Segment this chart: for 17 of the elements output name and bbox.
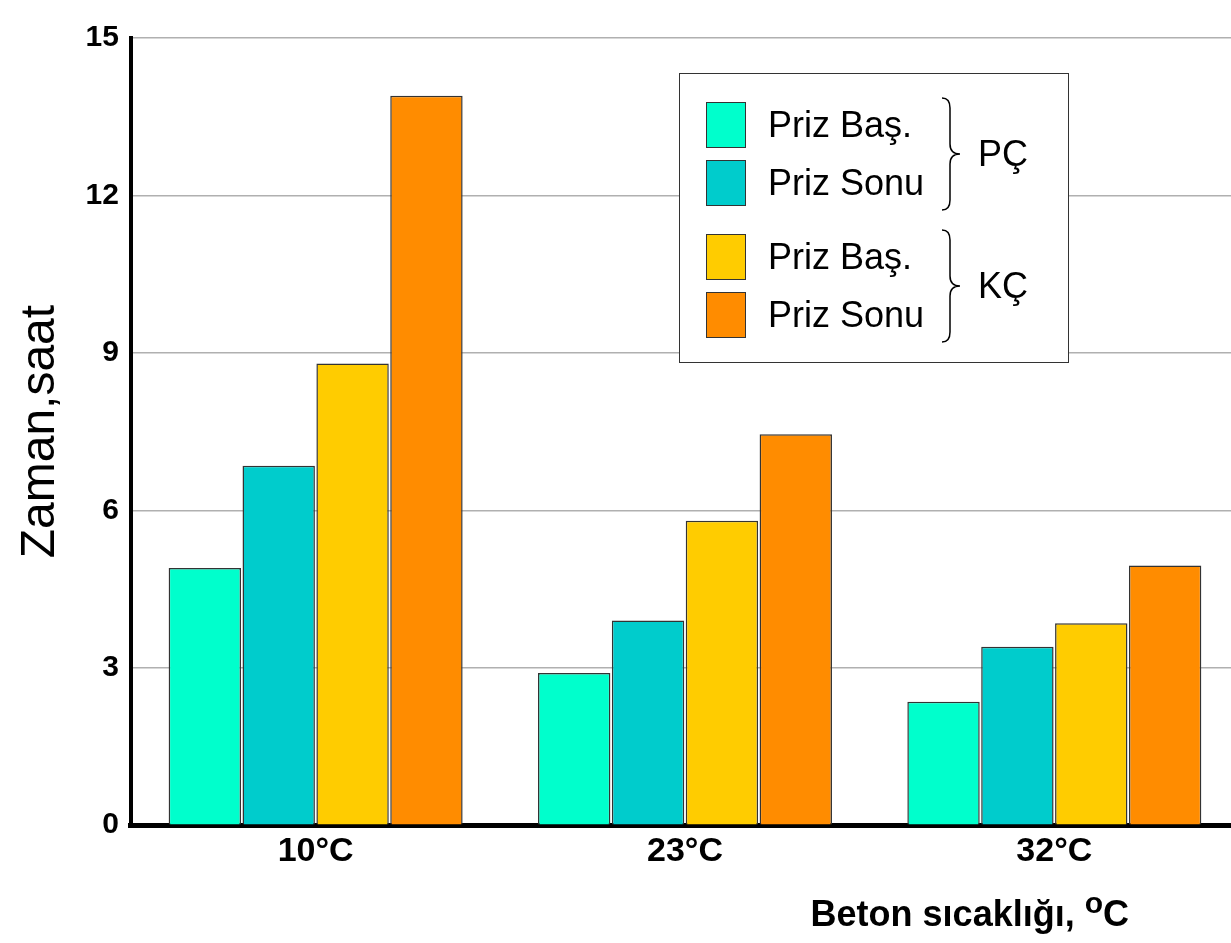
y-tick-label: 0 (102, 806, 119, 840)
legend-label: Priz Baş. (767, 236, 912, 278)
legend-label: Priz Sonu (767, 294, 924, 336)
x-tick-label: 10°C (277, 829, 354, 868)
y-tick-label: 6 (102, 491, 119, 525)
x-tick-label: 32°C (1016, 829, 1093, 868)
annotation: KÇ (977, 265, 1028, 307)
y-tick-label: 15 (85, 19, 119, 53)
x-axis-title: Beton sıcaklığı, $^{o}$C (809, 886, 1130, 935)
y-tick-label: 3 (102, 649, 119, 683)
y-axis-title: Zaman,saat (11, 304, 65, 559)
x-tick-label: 23°C (647, 829, 723, 868)
y-tick-label: 9 (102, 334, 119, 368)
y-tick-label: 12 (85, 176, 119, 210)
legend-label: Priz Baş. (767, 104, 912, 146)
legend-label: Priz Sonu (767, 162, 924, 204)
annotation: PÇ (977, 133, 1028, 175)
